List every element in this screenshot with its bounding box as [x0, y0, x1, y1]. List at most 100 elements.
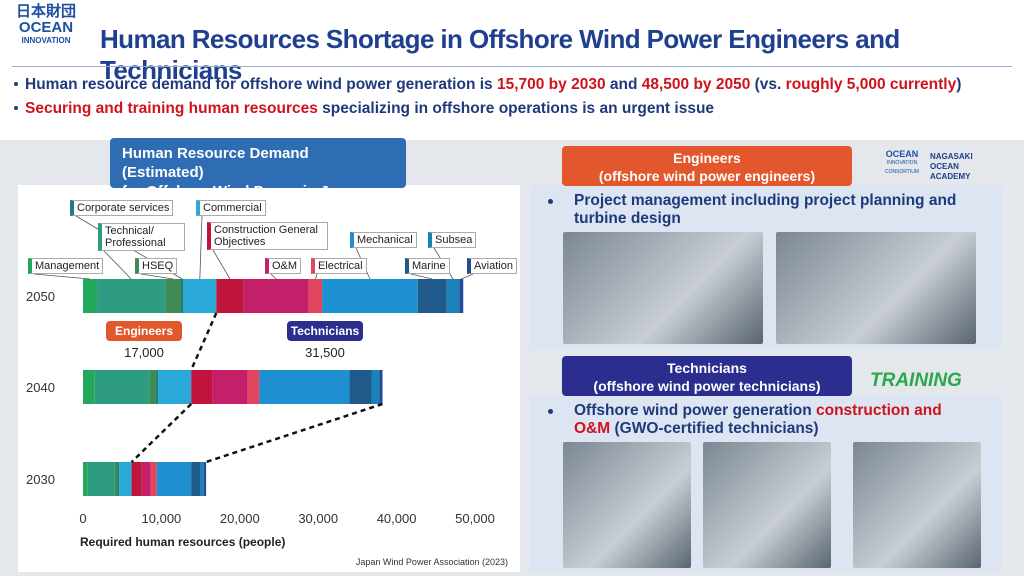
bar-segment	[371, 370, 380, 404]
bar-segment	[379, 370, 383, 404]
x-axis-label: Required human resources (people)	[80, 535, 285, 549]
heading-line: (offshore wind power engineers)	[598, 168, 816, 184]
chart: 2050 2040 2030 0 10,000 20,000 30,000 40,000 50,…	[26, 215, 508, 567]
text-run: and	[605, 76, 642, 93]
bar-segment	[183, 279, 217, 313]
bullet-dot	[14, 82, 18, 86]
legend-entry: Management	[28, 258, 104, 274]
bar-segment	[114, 462, 118, 496]
logo-text: OCEAN	[18, 19, 74, 36]
logo-text: OCEAN	[885, 149, 919, 159]
legend-entry: Construction General Objectives	[207, 222, 328, 250]
legend-entry: Electrical	[311, 258, 367, 274]
y-tick-label: 2040	[26, 380, 55, 395]
bar-segment	[243, 279, 309, 313]
bar-segment	[191, 370, 213, 404]
legend-entry: HSEQ	[135, 258, 178, 274]
leader-line	[461, 273, 474, 280]
connector	[190, 312, 218, 371]
bar-segment	[349, 370, 372, 404]
text-run: Project management including project pla…	[574, 192, 957, 227]
leader-line	[212, 249, 231, 280]
legend-entry: Mechanical	[350, 232, 417, 248]
y-tick-label: 2030	[26, 472, 55, 487]
badge	[287, 321, 363, 341]
bar-segment	[446, 279, 460, 313]
bar-segment	[141, 462, 151, 496]
photo	[563, 232, 763, 344]
logo-text: 日本	[15, 3, 46, 20]
heading-line: (offshore wind power technicians)	[593, 378, 821, 394]
leader-line	[199, 215, 203, 280]
consortium-logo: OCEAN INNOVATION CONSORTIUM	[880, 150, 924, 177]
x-tick-label: 50,000	[455, 511, 495, 526]
text-run: construction and O&M	[574, 402, 942, 437]
bar-segment	[156, 462, 192, 496]
badge-label: Engineers	[115, 324, 173, 338]
bullet-dot	[548, 199, 553, 204]
bullet: Human resource demand for offshore wind …	[14, 76, 961, 94]
badge-label: Technicians	[291, 324, 360, 338]
bar-segment	[191, 462, 201, 496]
text-run: (GWO-certified technicians)	[610, 420, 819, 437]
x-tick-label: 10,000	[142, 511, 182, 526]
bar-segment	[308, 279, 323, 313]
badge-value: 17,000	[124, 345, 164, 360]
title: Human Resources Shortage in Offshore Win…	[100, 24, 900, 85]
leader-line	[33, 273, 91, 280]
legend-entry: O&M	[265, 258, 302, 274]
bar-segment	[117, 462, 120, 496]
bar-segment	[155, 370, 159, 404]
bar-segment	[87, 462, 115, 496]
bar-segment	[158, 370, 192, 404]
x-tick-label: 20,000	[220, 511, 260, 526]
text-run: 15,700 by 2030	[496, 76, 606, 93]
photo	[853, 442, 981, 568]
logo-text: INNOVATION CONSORTIUM	[884, 160, 920, 175]
photo	[776, 232, 976, 344]
chart-title-line: Human Resource Demand (Estimated)	[122, 145, 309, 181]
bar-segment	[259, 370, 350, 404]
x-tick-label: 0	[79, 511, 86, 526]
text-run: Securing and training human resources	[25, 100, 318, 117]
leader-line	[270, 273, 277, 280]
legend: Management Technical/ Professional HSEQ Cor…	[18, 185, 520, 305]
leader-line	[140, 273, 174, 280]
connector	[130, 403, 193, 463]
source: Japan Wind Power Association (2023)	[356, 557, 508, 567]
text-run: roughly 5,000 currently	[785, 76, 957, 93]
photo	[703, 442, 831, 568]
leader-line	[103, 250, 132, 280]
photo	[563, 442, 691, 568]
engineers-bullet: Project management including project pla…	[548, 192, 978, 228]
bullet: Securing and training human resources sp…	[14, 100, 961, 118]
bar-segment	[203, 462, 207, 496]
text-run: Human resource demand for offshore wind …	[25, 76, 497, 93]
bar-segment	[149, 370, 156, 404]
bar-segment	[216, 279, 244, 313]
bullet-text: Project management including project pla…	[574, 192, 978, 228]
technicians-bullet: Offshore wind power generation construct…	[548, 402, 978, 438]
legend-entry: Marine	[405, 258, 450, 274]
badge	[106, 321, 182, 341]
leader-line	[410, 273, 433, 280]
bar-segment	[119, 462, 132, 496]
text-run: )	[956, 76, 962, 93]
legend-entry: Subsea	[428, 232, 477, 248]
chart-title: Human Resource Demand (Estimated) for Of…	[110, 138, 406, 200]
academy-logo: NAGASAKI OCEAN ACADEMY	[930, 152, 973, 181]
legend-entry: Technical/ Professional	[98, 223, 185, 251]
leader-line	[315, 273, 318, 280]
training-logo: TRAINING	[870, 370, 962, 391]
text-run: specializing in offshore operations is a…	[317, 100, 715, 117]
technicians-heading: Technicians (offshore wind power technic…	[562, 356, 852, 396]
bar-segment	[459, 279, 464, 313]
y-tick-label: 2050	[26, 289, 55, 304]
legend-entry: Commercial	[196, 200, 266, 216]
bullets: Human resource demand for offshore wind …	[14, 76, 961, 124]
legend-entry: Corporate services	[70, 200, 174, 216]
connector	[205, 402, 383, 464]
bar-segment	[247, 370, 260, 404]
text-run: Offshore wind power generation	[574, 402, 816, 419]
chart-title-line: for Offshore Wind Power in Japan	[122, 183, 364, 200]
